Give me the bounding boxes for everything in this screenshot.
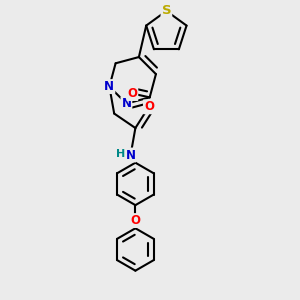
Text: H: H [116,149,126,159]
Text: N: N [104,80,114,93]
Text: O: O [130,214,140,227]
Text: S: S [162,4,171,17]
Text: O: O [144,100,154,113]
Text: N: N [126,148,136,161]
Text: O: O [127,87,137,100]
Text: N: N [122,97,131,110]
